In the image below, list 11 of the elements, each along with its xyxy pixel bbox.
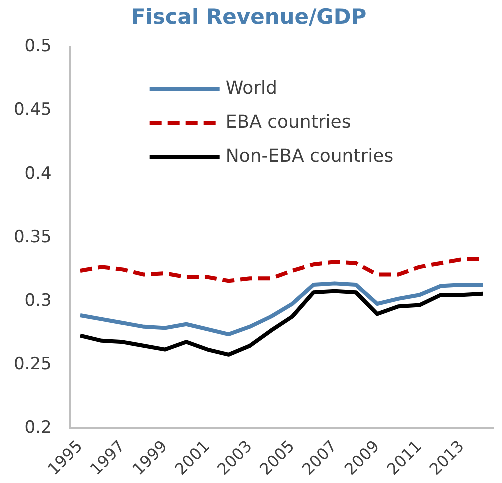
y-tick-label: 0.25 [14, 354, 52, 374]
y-tick-label: 0.3 [24, 290, 52, 311]
y-tick-label: 0.2 [24, 418, 52, 438]
y-tick-label: 0.35 [14, 227, 52, 248]
legend-label: World [226, 78, 278, 99]
y-tick-label: 0.4 [24, 164, 52, 184]
y-tick-label: 0.5 [24, 36, 52, 57]
chart-title: Fiscal Revenue/GDP [131, 5, 367, 30]
legend-label: Non-EBA countries [226, 146, 394, 167]
legend-label: EBA countries [226, 112, 352, 133]
y-tick-label: 0.45 [14, 100, 52, 120]
